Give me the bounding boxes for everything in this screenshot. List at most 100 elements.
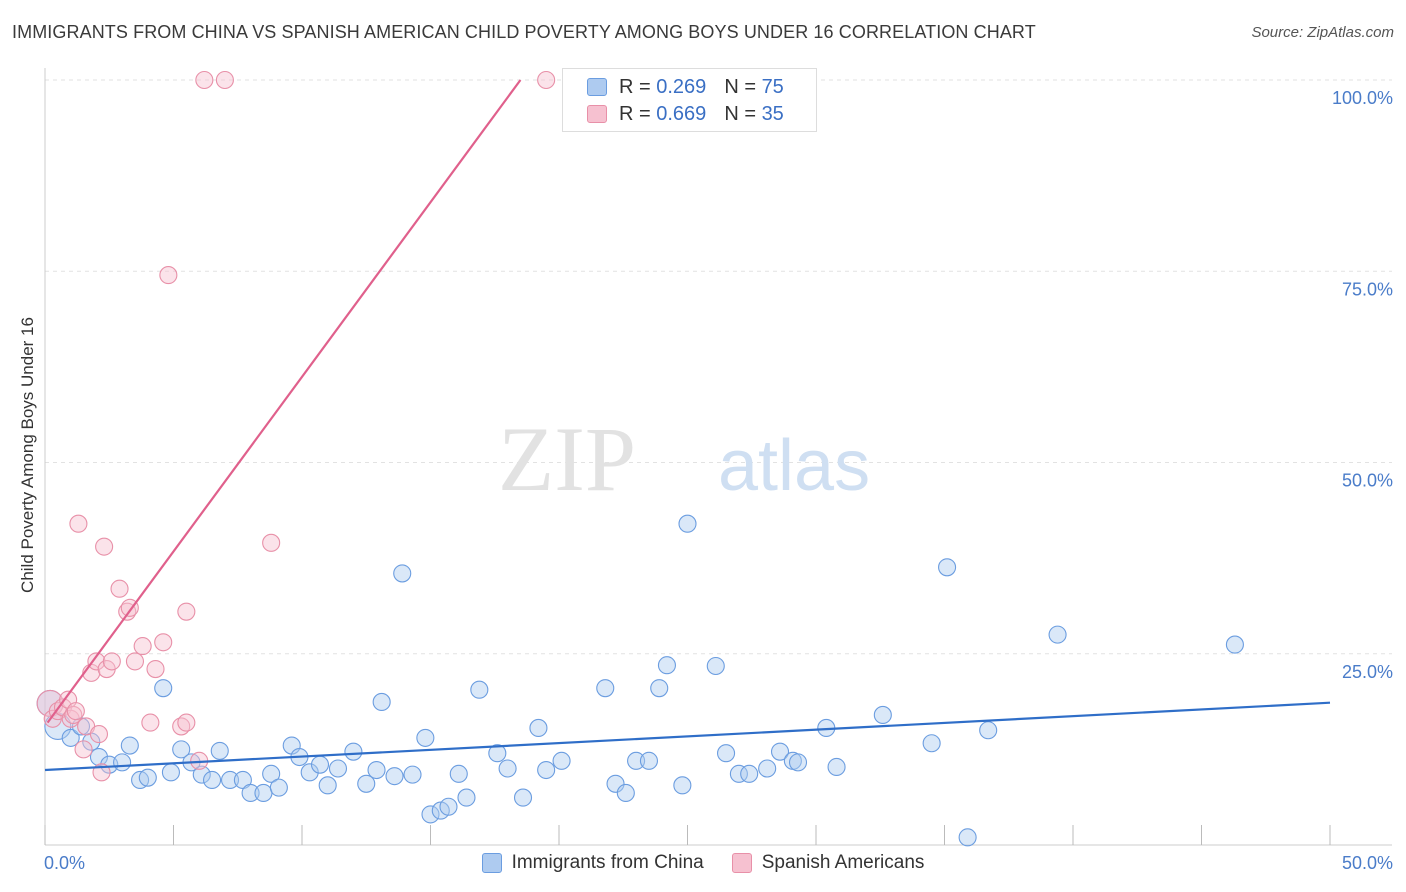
point-spanish [87,652,106,671]
series-swatch-spanish [731,853,752,873]
series-label-china: Immigrants from China [511,852,704,873]
series-swatch-china [481,853,502,873]
point-china [498,759,517,778]
point-china [241,783,260,803]
y-tick-label: 75.0% [1342,279,1393,299]
point-china [113,753,132,772]
point-china [439,797,458,816]
point-china [938,558,957,577]
point-spanish [95,537,114,556]
point-china [758,759,777,778]
point-spanish [102,652,121,671]
point-china [393,564,412,583]
point-china [470,680,489,699]
grid-lines [45,79,1392,655]
point-spanish [146,659,165,679]
point-china [89,747,109,767]
point-china [606,774,625,793]
point-china [403,765,422,784]
point-china [650,679,669,698]
point-china [979,721,998,740]
point-china [488,744,507,763]
point-china [657,656,676,675]
point-china [716,744,736,763]
point-china [120,736,139,755]
point-china [706,656,725,676]
point-china [416,728,435,747]
legend-n-value-spanish: 35 [761,102,784,125]
legend-r-label: R = [619,75,651,98]
point-china [958,828,977,847]
legend-r-value-spanish: 0.669 [656,102,707,125]
series-label-spanish: Spanish Americans [761,852,925,873]
correlation-legend: R = 0.269 N = 75 R = 0.669 N = 35 [562,68,817,132]
point-china [161,763,180,782]
point-china [385,767,404,786]
point-china [300,763,319,782]
point-china [367,760,386,780]
point-china [269,778,288,797]
point-china [873,705,892,725]
point-spanish [262,533,281,552]
point-china [788,753,808,772]
point-china [1225,635,1244,654]
point-china [421,805,440,824]
point-spanish [177,713,196,732]
tick-labels: 25.0% 50.0% 75.0% 100.0% 0.0% 50.0% [44,88,1393,873]
point-spanish [537,70,556,90]
source-credit: Source: ZipAtlas.com [1251,24,1394,41]
point-spanish [177,602,196,621]
point-spanish [133,637,152,656]
point-china [639,751,659,770]
point-china [529,718,548,738]
point-china [673,776,692,795]
series-legend-china: Immigrants from China [481,852,704,874]
point-china [552,751,571,770]
data-points [36,70,1244,847]
legend-r-label: R = [619,102,651,125]
legend-n-label: N = [724,102,756,125]
point-spanish [66,702,85,721]
point-spanish [215,70,234,90]
axes [44,68,1392,846]
point-china [513,788,533,807]
point-spanish [141,713,160,732]
point-china [154,679,173,698]
chart-title: IMMIGRANTS FROM CHINA VS SPANISH AMERICA… [12,22,1036,42]
point-china [596,679,615,698]
point-china [770,742,790,761]
legend-r-value-china: 0.269 [656,75,707,98]
point-china [344,742,363,761]
point-spanish [125,652,144,671]
legend-swatch-china [587,78,607,96]
point-china [328,759,348,778]
legend-n-value-china: 75 [761,75,784,98]
point-china [1048,625,1067,644]
point-china [254,783,273,803]
point-china [210,741,229,760]
point-china [262,764,281,783]
watermark: ZIP atlas [498,408,870,510]
point-china [678,514,697,533]
point-spanish [110,579,129,598]
point-china [372,692,391,711]
point-china [537,760,556,780]
watermark-zip: ZIP [498,408,636,510]
point-china [138,768,157,787]
point-spanish [69,514,88,533]
y-tick-label: 25.0% [1342,662,1393,682]
point-spanish [74,740,93,759]
point-china [922,734,941,753]
point-china [729,764,748,783]
point-china [192,765,211,784]
point-spanish [195,70,214,90]
point-china [220,770,240,790]
legend-n-label: N = [724,75,756,98]
legend-row-spanish: R = 0.669 N = 35 [587,102,784,126]
point-spanish [159,266,178,285]
x-tick-label: 0.0% [44,853,85,873]
series-legend-spanish: Spanish Americans [731,852,925,874]
point-china [310,755,330,774]
point-china [172,740,191,759]
